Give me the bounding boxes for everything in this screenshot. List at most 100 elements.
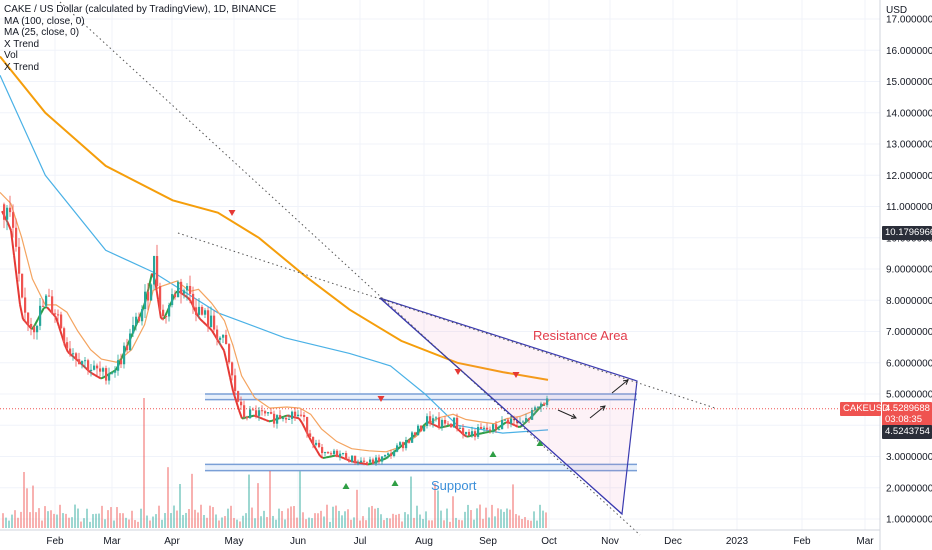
xtrend-segment bbox=[7, 222, 12, 231]
xtrend-segment bbox=[40, 307, 45, 314]
xtrend-segment bbox=[361, 462, 366, 465]
volume-bar bbox=[371, 505, 373, 528]
xtrend-segment bbox=[328, 455, 333, 458]
candle-body bbox=[366, 461, 369, 463]
volume-bar bbox=[23, 472, 25, 528]
xtrend-segment bbox=[358, 461, 363, 465]
candle-body bbox=[159, 286, 162, 310]
xtrend-segment bbox=[196, 313, 201, 320]
volume-bar bbox=[500, 509, 502, 528]
volume-bar bbox=[524, 517, 526, 528]
volume-bar bbox=[146, 515, 148, 528]
xtrend-segment bbox=[457, 428, 462, 433]
xtrend-segment bbox=[109, 370, 114, 375]
x-tick-label: Nov bbox=[601, 536, 619, 547]
x-tick-label: Dec bbox=[664, 536, 682, 547]
candle-body bbox=[315, 442, 318, 445]
volume-bar bbox=[395, 514, 397, 528]
candle-body bbox=[459, 427, 462, 429]
candle-body bbox=[258, 410, 261, 416]
volume-bar bbox=[539, 504, 541, 528]
candle-body bbox=[102, 368, 105, 372]
xtrend-segment bbox=[442, 425, 447, 429]
xtrend-segment bbox=[52, 313, 57, 319]
candle-body bbox=[429, 416, 432, 424]
candle-body bbox=[351, 455, 354, 462]
volume-bar bbox=[272, 515, 274, 528]
volume-bar bbox=[506, 508, 508, 528]
candle-body bbox=[255, 410, 258, 416]
candle-body bbox=[240, 401, 243, 406]
xtrend-segment bbox=[292, 415, 297, 419]
volume-bar bbox=[8, 520, 10, 528]
xtrend-segment bbox=[100, 376, 105, 380]
volume-bar bbox=[377, 507, 379, 528]
volume-bar bbox=[437, 490, 439, 528]
candle-body bbox=[174, 294, 177, 298]
candle-body bbox=[126, 345, 129, 351]
xtrend-segment bbox=[364, 462, 369, 466]
xtrend-segment bbox=[211, 330, 216, 337]
volume-bar bbox=[86, 508, 88, 528]
candle-body bbox=[261, 410, 264, 412]
xtrend-segment bbox=[226, 363, 231, 378]
volume-bar bbox=[29, 512, 31, 528]
candle-body bbox=[375, 457, 378, 464]
volume-bar bbox=[239, 521, 241, 528]
volume-bar bbox=[455, 517, 457, 528]
x-tick-label: Oct bbox=[541, 536, 557, 547]
volume-bar bbox=[224, 516, 226, 528]
y-tick-label: 13.0000000 bbox=[886, 140, 932, 151]
candle-body bbox=[48, 295, 51, 297]
candle-body bbox=[510, 418, 513, 424]
volume-bar bbox=[152, 516, 154, 528]
volume-bar bbox=[191, 473, 193, 528]
candle-body bbox=[273, 413, 276, 424]
candle-body bbox=[471, 431, 474, 436]
volume-bar bbox=[236, 519, 238, 528]
volume-bar bbox=[347, 509, 349, 528]
candle-body bbox=[450, 423, 453, 428]
candlesticks bbox=[3, 195, 549, 466]
candle-body bbox=[138, 316, 141, 322]
candle-body bbox=[216, 329, 219, 340]
xtrend-segment bbox=[502, 421, 507, 426]
candle-body bbox=[123, 345, 126, 365]
candle-body bbox=[114, 370, 117, 373]
volume-bar bbox=[470, 510, 472, 528]
xtrend-segment bbox=[184, 294, 189, 299]
volume-bar bbox=[311, 518, 313, 528]
time-axis[interactable]: Feb Mar Apr May Jun Jul Aug Sep Oct Nov Dec 2023 Feb… bbox=[0, 529, 880, 547]
candle-body bbox=[294, 411, 297, 417]
candle-body bbox=[99, 368, 102, 372]
projection-arrow-3 bbox=[611, 379, 629, 394]
candle-body bbox=[36, 325, 39, 333]
volume-bar bbox=[47, 511, 49, 528]
volume-bar bbox=[518, 515, 520, 528]
xtrend-segment bbox=[421, 423, 426, 429]
volume-bar bbox=[494, 516, 496, 528]
candle-body bbox=[75, 353, 78, 360]
volume-bar bbox=[89, 521, 91, 528]
candle-body bbox=[222, 334, 225, 338]
candle-body bbox=[327, 452, 330, 454]
volume-bar bbox=[278, 508, 280, 528]
volume-bar bbox=[53, 513, 55, 528]
volume-bar bbox=[338, 510, 340, 528]
xtrend-segment bbox=[25, 321, 30, 327]
volume-bar bbox=[182, 514, 184, 528]
volume-bar bbox=[263, 510, 265, 528]
level-tag-text: 10.1796966 bbox=[885, 227, 932, 238]
volume-bar bbox=[428, 520, 430, 528]
volume-bar bbox=[542, 510, 544, 528]
xtrend-segment bbox=[316, 450, 321, 457]
volume-bar bbox=[422, 518, 424, 528]
candle-body bbox=[132, 325, 135, 334]
candle-body bbox=[279, 415, 282, 419]
volume-bar bbox=[74, 504, 76, 528]
signal-markers bbox=[228, 210, 544, 489]
volume-bar bbox=[332, 506, 334, 528]
x-tick-label: Aug bbox=[415, 536, 433, 547]
